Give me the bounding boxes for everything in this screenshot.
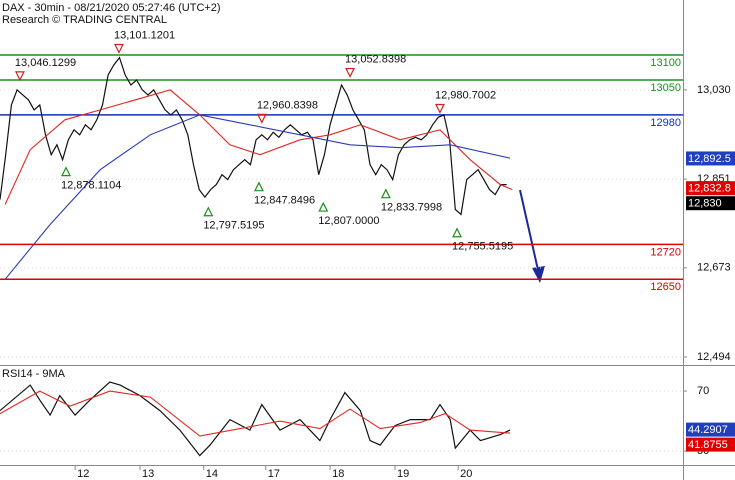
y-tick-label: 12,494 bbox=[697, 351, 731, 363]
series-line bbox=[4, 89, 513, 205]
annotation-label: 12,847.8496 bbox=[254, 195, 315, 207]
annotation-label: 12,797.5195 bbox=[203, 220, 264, 232]
annotation-label: 12,960.8398 bbox=[257, 99, 318, 111]
annotation-label: 13,046.1299 bbox=[15, 57, 76, 69]
marker-triangle bbox=[14, 71, 25, 82]
chart-subtitle: Research © TRADING CENTRAL bbox=[2, 14, 167, 26]
y-tick-label: 12,673 bbox=[697, 262, 731, 274]
price-badge bbox=[686, 437, 735, 452]
marker-triangle bbox=[345, 67, 356, 78]
marker-triangle bbox=[203, 206, 214, 217]
price-badge bbox=[686, 151, 735, 166]
marker-triangle bbox=[113, 43, 124, 54]
series-line bbox=[4, 114, 511, 280]
annotation-label: 12,878.1104 bbox=[61, 180, 121, 192]
x-tick-label: 14 bbox=[206, 468, 218, 480]
level-label: 12980 bbox=[650, 117, 681, 129]
level-label: 13050 bbox=[650, 82, 681, 94]
price-badge bbox=[686, 181, 735, 196]
marker-triangle bbox=[318, 201, 329, 212]
x-tick-label: 12 bbox=[77, 468, 89, 480]
marker-triangle bbox=[256, 113, 267, 124]
annotation-label: 13,052.8398 bbox=[345, 53, 406, 65]
marker-triangle bbox=[380, 188, 391, 199]
chart-title: DAX - 30min - 08/21/2020 05:27:46 (UTC+2… bbox=[2, 2, 221, 14]
level-label: 12720 bbox=[650, 246, 681, 258]
y-tick-label: 13,030 bbox=[697, 84, 731, 96]
price-badge bbox=[686, 196, 735, 211]
y-tick-label: 70 bbox=[697, 385, 709, 397]
price-badge-label: 12,830 bbox=[688, 198, 722, 210]
x-tick-label: 18 bbox=[332, 468, 344, 480]
x-tick-label: 13 bbox=[142, 468, 154, 480]
annotation-label: 12,807.0000 bbox=[318, 215, 379, 227]
annotation-label: 12,755.5195 bbox=[452, 241, 513, 253]
marker-triangle bbox=[254, 181, 264, 192]
x-tick-label: 20 bbox=[460, 468, 472, 480]
annotation-label: 12,833.7998 bbox=[381, 202, 442, 214]
x-tick-label: 19 bbox=[397, 468, 409, 480]
price-badge-label: 12,832.8 bbox=[688, 183, 731, 195]
level-label: 13100 bbox=[650, 57, 681, 69]
series-line bbox=[0, 390, 511, 437]
rsi-title: RSI14 - 9MA bbox=[2, 368, 66, 380]
marker-triangle bbox=[61, 166, 71, 177]
level-label: 12650 bbox=[650, 281, 681, 293]
series-line bbox=[0, 381, 511, 457]
marker-triangle bbox=[452, 227, 463, 238]
marker-triangle bbox=[434, 103, 445, 114]
annotation-label: 12,980.7002 bbox=[435, 89, 496, 101]
forecast-arrow bbox=[519, 189, 545, 283]
price-badge-label: 44.2907 bbox=[688, 424, 728, 436]
annotation-label: 13,101.1201 bbox=[114, 29, 175, 41]
price-badge-label: 12,892.5 bbox=[688, 153, 731, 165]
price-badge-label: 41.8755 bbox=[688, 439, 728, 451]
x-tick-label: 17 bbox=[268, 468, 280, 480]
price-badge bbox=[686, 422, 735, 437]
